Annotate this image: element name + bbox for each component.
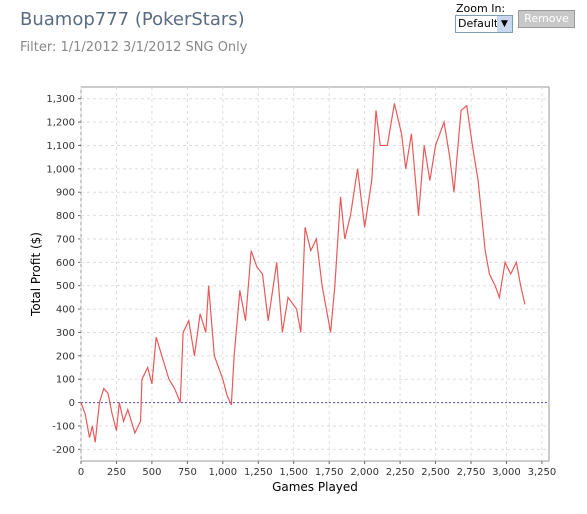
y-tick-label: 600: [56, 258, 75, 269]
x-tick-label: 750: [178, 467, 197, 478]
remove-button[interactable]: Remove: [518, 10, 575, 28]
x-tick-label: 2,250: [386, 467, 415, 478]
plot-area: [80, 86, 550, 462]
y-tick-label: 1,000: [46, 164, 75, 175]
y-axis-label: Total Profit ($): [29, 232, 43, 317]
x-tick-label: 1,750: [315, 467, 344, 478]
x-tick-label: 3,000: [492, 467, 521, 478]
x-tick-label: 1,000: [208, 467, 237, 478]
x-tick-label: 2,500: [421, 467, 450, 478]
y-tick-label: 200: [56, 351, 75, 362]
zoom-select[interactable]: Default ▼: [455, 15, 513, 33]
y-tick-label: 1,200: [46, 118, 75, 129]
profit-line: [80, 103, 526, 443]
x-tick-label: 1,500: [279, 467, 308, 478]
x-tick-label: 3,250: [528, 467, 557, 478]
x-tick-label: 1,250: [244, 467, 273, 478]
y-tick-label: -100: [52, 421, 75, 432]
x-tick-label: 0: [78, 467, 84, 478]
x-tick-label: 2,750: [457, 467, 486, 478]
y-tick-label: 700: [56, 234, 75, 245]
y-tick-label: 1,300: [46, 94, 75, 105]
y-tick-label: 0: [69, 398, 75, 409]
y-tick-label: 100: [56, 375, 75, 386]
chart-subtitle: Filter: 1/1/2012 3/1/2012 SNG Only: [20, 40, 248, 55]
x-tick-label: 250: [107, 467, 126, 478]
chart-title: Buamop777 (PokerStars): [20, 9, 245, 30]
y-tick-label: 1,100: [46, 141, 75, 152]
zoom-label: Zoom In:: [456, 2, 506, 15]
y-tick-label: 800: [56, 211, 75, 222]
y-tick-label: 300: [56, 328, 75, 339]
y-tick-label: 400: [56, 305, 75, 316]
select-arrow: ▼: [497, 16, 512, 32]
x-tick-label: 2,000: [350, 467, 379, 478]
x-axis-label: Games Played: [272, 480, 358, 494]
y-tick-label: -200: [52, 445, 75, 456]
x-tick-label: 500: [142, 467, 161, 478]
y-tick-label: 500: [56, 281, 75, 292]
zoom-option: Default: [458, 17, 499, 30]
y-tick-label: 900: [56, 188, 75, 199]
